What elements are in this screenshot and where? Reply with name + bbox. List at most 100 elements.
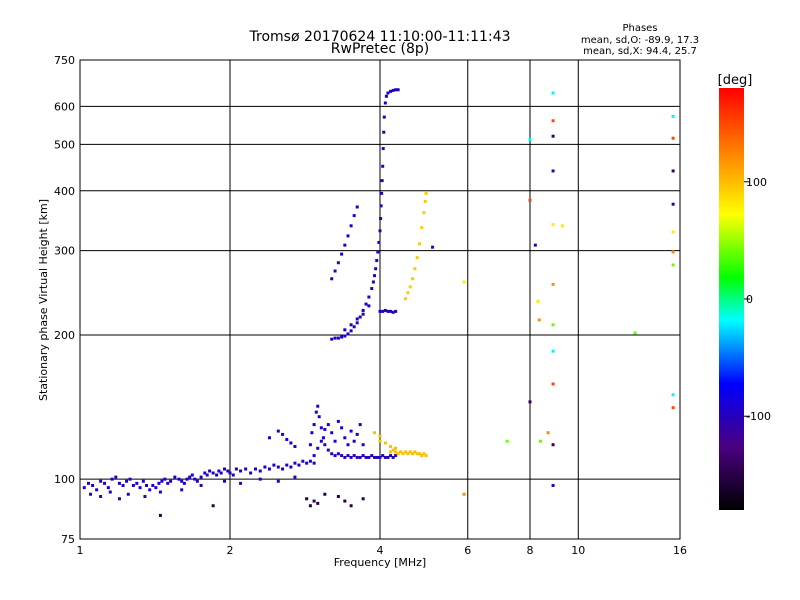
data-point bbox=[361, 443, 365, 447]
data-point bbox=[276, 479, 280, 483]
data-point bbox=[226, 469, 230, 473]
data-point bbox=[391, 310, 395, 314]
info-line-x: mean, sd,X: 94.4, 25.7 bbox=[583, 46, 697, 57]
data-point bbox=[551, 169, 555, 173]
data-point bbox=[125, 479, 129, 483]
data-point bbox=[151, 483, 155, 487]
data-point bbox=[374, 267, 378, 271]
data-point bbox=[293, 444, 297, 448]
data-point bbox=[349, 429, 353, 433]
data-point bbox=[317, 415, 321, 419]
data-point bbox=[377, 240, 381, 244]
data-point bbox=[551, 443, 555, 447]
data-point bbox=[671, 263, 675, 267]
data-point bbox=[267, 467, 271, 471]
data-point bbox=[376, 250, 380, 254]
info-heading: Phases bbox=[622, 23, 657, 34]
data-point bbox=[199, 483, 203, 487]
data-point bbox=[160, 479, 164, 483]
data-point bbox=[394, 454, 398, 458]
data-point bbox=[228, 471, 232, 475]
data-point bbox=[121, 483, 125, 487]
data-point bbox=[343, 243, 347, 247]
y-tick-label: 75 bbox=[61, 533, 75, 546]
data-point bbox=[551, 119, 555, 123]
data-point bbox=[308, 504, 312, 508]
data-point bbox=[89, 492, 93, 496]
data-point bbox=[352, 214, 356, 218]
data-point bbox=[381, 147, 385, 151]
data-point bbox=[195, 479, 199, 483]
data-point bbox=[340, 335, 344, 339]
colorbar-ticks: 100 0 -100 bbox=[744, 176, 771, 423]
data-point bbox=[415, 452, 419, 456]
data-point bbox=[380, 191, 384, 195]
data-point bbox=[546, 431, 550, 435]
data-point bbox=[417, 452, 421, 456]
data-point bbox=[394, 309, 398, 313]
data-point bbox=[276, 429, 280, 433]
data-point bbox=[373, 431, 377, 435]
data-point bbox=[355, 321, 359, 325]
data-point bbox=[326, 423, 330, 427]
data-point bbox=[301, 459, 305, 463]
x-tick-label: 10 bbox=[571, 544, 585, 557]
data-point bbox=[413, 267, 417, 271]
data-point bbox=[361, 312, 365, 316]
data-point bbox=[310, 431, 314, 435]
data-point bbox=[312, 423, 316, 427]
data-point bbox=[386, 455, 390, 459]
data-point bbox=[352, 454, 356, 458]
data-point bbox=[336, 452, 340, 456]
data-point bbox=[323, 443, 327, 447]
data-point bbox=[316, 501, 320, 505]
data-point bbox=[671, 114, 675, 118]
data-point bbox=[91, 483, 95, 487]
data-point bbox=[99, 494, 103, 498]
data-point bbox=[208, 469, 212, 473]
data-point bbox=[378, 229, 382, 233]
data-point bbox=[330, 277, 334, 281]
data-point bbox=[380, 179, 384, 183]
data-point bbox=[389, 89, 393, 93]
data-point bbox=[110, 477, 114, 481]
data-point bbox=[217, 469, 221, 473]
data-point bbox=[375, 259, 379, 263]
data-point bbox=[551, 134, 555, 138]
data-point bbox=[422, 452, 426, 456]
data-point bbox=[135, 481, 139, 485]
chart-subtitle: RwPretec (8p) bbox=[331, 41, 429, 57]
data-point bbox=[330, 431, 334, 435]
data-point bbox=[370, 287, 374, 291]
data-point bbox=[239, 481, 243, 485]
data-point bbox=[285, 463, 289, 467]
data-point bbox=[336, 494, 340, 498]
data-point bbox=[539, 439, 543, 443]
data-point bbox=[381, 454, 385, 458]
data-point bbox=[561, 224, 565, 228]
data-point bbox=[321, 436, 325, 440]
data-point bbox=[158, 513, 162, 517]
colorbar-label: [deg] bbox=[718, 73, 753, 88]
data-point bbox=[249, 471, 253, 475]
data-point bbox=[355, 317, 359, 321]
data-point bbox=[408, 450, 412, 454]
data-point bbox=[177, 477, 181, 481]
data-point bbox=[86, 481, 90, 485]
data-point bbox=[399, 450, 403, 454]
data-point bbox=[281, 432, 285, 436]
data-point bbox=[528, 198, 532, 202]
data-point bbox=[389, 454, 393, 458]
data-point bbox=[536, 299, 540, 303]
data-point bbox=[384, 94, 388, 98]
data-point bbox=[316, 446, 320, 450]
data-point bbox=[417, 242, 421, 246]
data-point bbox=[333, 439, 337, 443]
data-point bbox=[413, 450, 417, 454]
data-point bbox=[215, 473, 219, 477]
data-point bbox=[199, 475, 203, 479]
data-point bbox=[336, 419, 340, 423]
data-point bbox=[389, 309, 393, 313]
x-axis-label: Frequency [MHz] bbox=[334, 556, 426, 569]
data-point bbox=[383, 101, 387, 105]
